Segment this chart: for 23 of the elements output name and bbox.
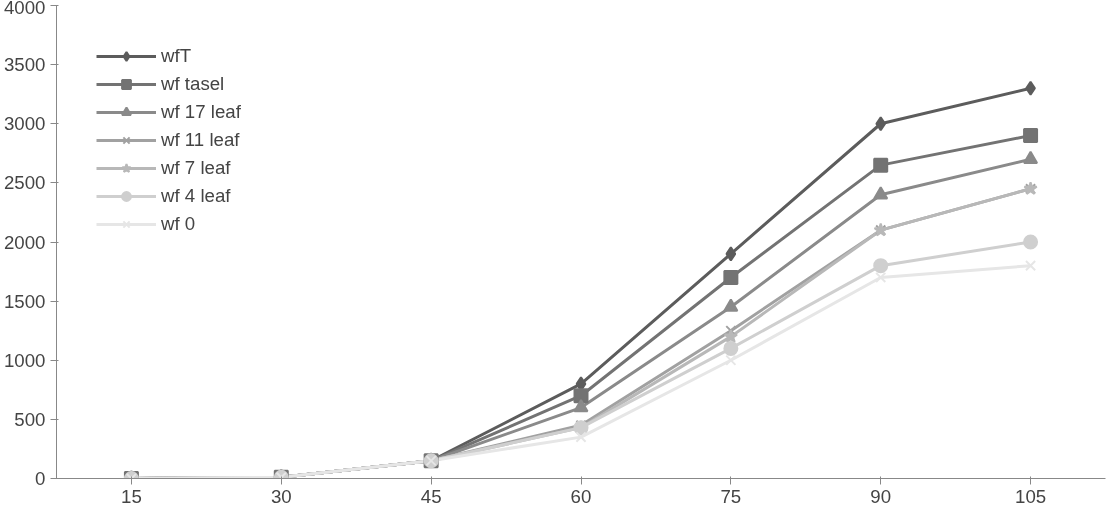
x-tick-label: 105 (1015, 485, 1047, 507)
x-tick-label: 45 (420, 485, 442, 507)
y-tick-label: 4000 (4, 0, 46, 18)
y-tick-label: 3500 (4, 54, 46, 76)
x-tick-label: 75 (720, 485, 742, 507)
x-tick-label: 90 (870, 485, 892, 507)
y-tick-label: 2500 (4, 172, 46, 194)
y-tick-label: 0 (35, 468, 46, 489)
y-tick-label: 1500 (4, 290, 46, 312)
legend-label: wf 17 leaf (161, 101, 241, 123)
legend-label: wf 0 (161, 213, 196, 235)
y-tick-label: 2000 (4, 231, 46, 253)
legend-label: wfT (161, 45, 192, 67)
y-tick-label: 1000 (4, 349, 46, 371)
x-tick-label: 60 (570, 485, 592, 507)
legend-label: wf 4 leaf (161, 185, 231, 207)
legend-label: wf 11 leaf (161, 129, 240, 151)
legend-label: wf tasel (161, 73, 225, 95)
y-tick-label: 3000 (4, 113, 46, 135)
x-tick-label: 15 (121, 485, 142, 507)
y-tick-label: 500 (14, 408, 46, 430)
legend-label: wf 7 leaf (161, 157, 231, 179)
x-tick-label: 30 (270, 485, 292, 507)
